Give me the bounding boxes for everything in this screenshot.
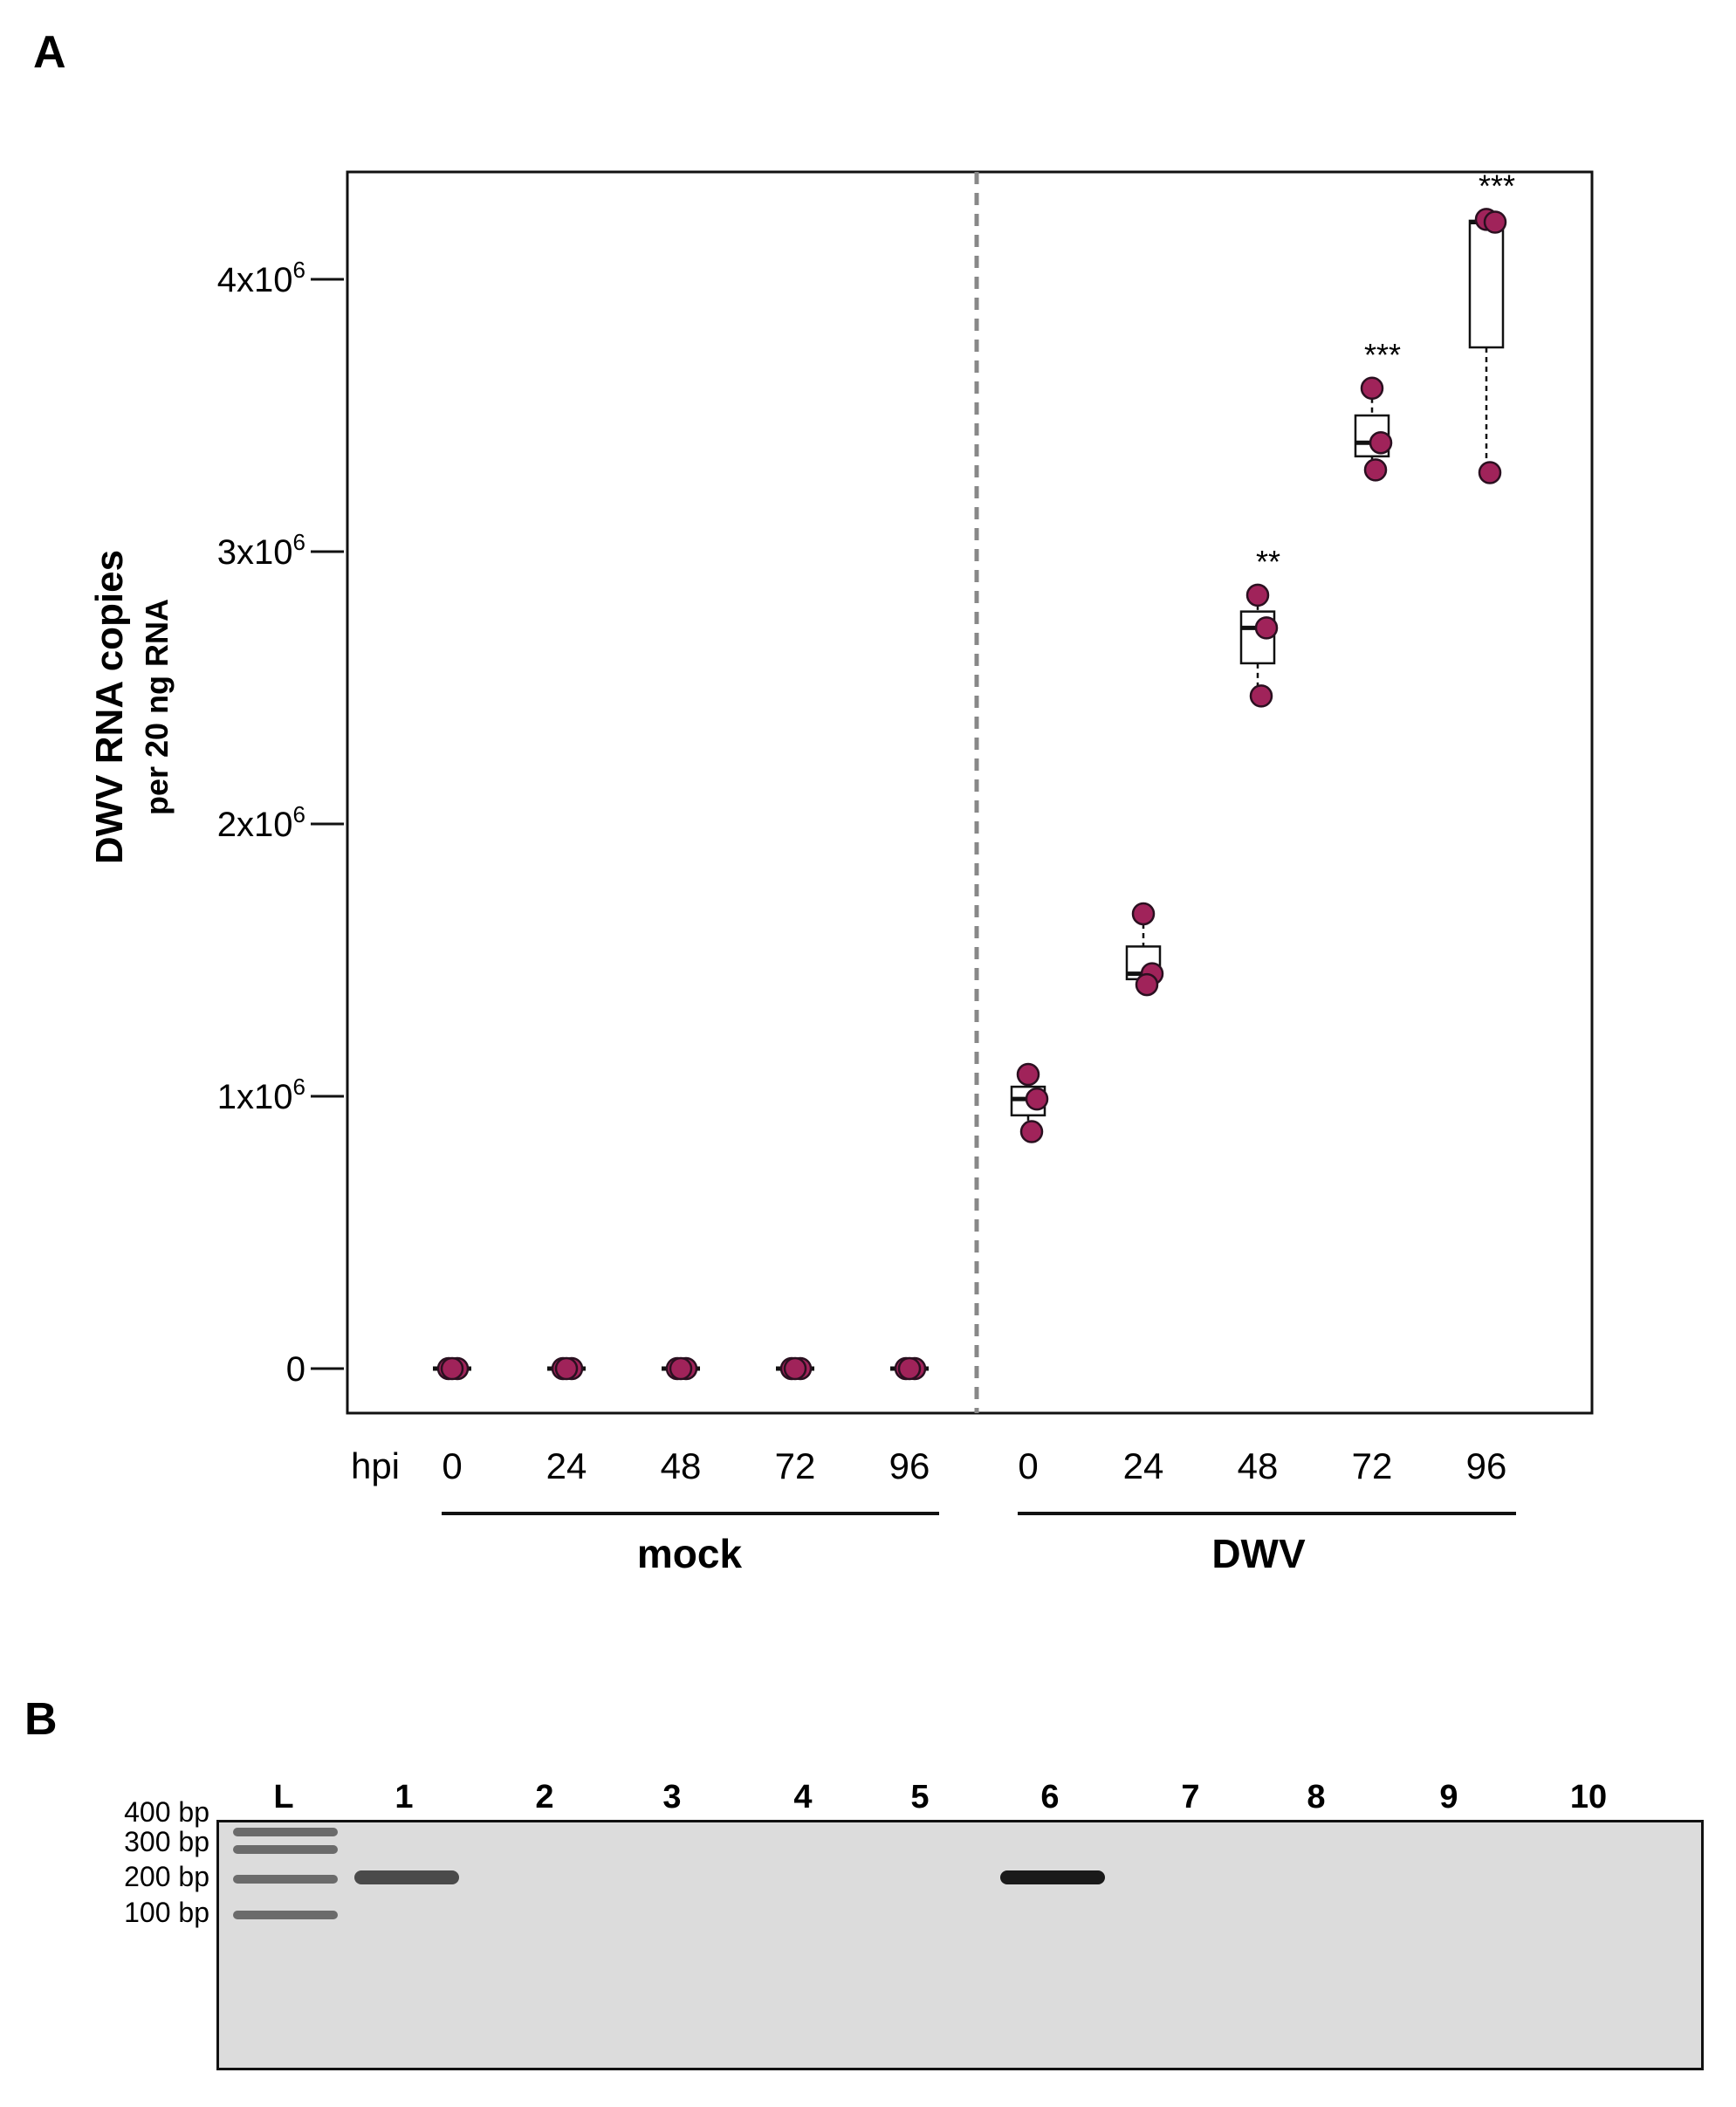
gel-lane-label: 9 xyxy=(1439,1779,1458,1815)
x-tick-label: 48 xyxy=(661,1445,702,1486)
y-tick-label: 0 xyxy=(286,1350,305,1389)
gel-lane-label: 1 xyxy=(395,1779,414,1815)
gel-image xyxy=(216,1820,1704,2070)
data-point xyxy=(1249,684,1273,708)
x-tick-label: 24 xyxy=(546,1445,587,1486)
data-point xyxy=(1245,583,1270,607)
ladder-band xyxy=(233,1828,338,1836)
x-tick-label: 96 xyxy=(889,1445,930,1486)
data-point xyxy=(1025,1087,1049,1111)
x-tick-label: 72 xyxy=(1352,1445,1393,1486)
group-label-mock: mock xyxy=(637,1531,743,1576)
ladder-band xyxy=(233,1911,338,1919)
data-point xyxy=(1131,902,1156,926)
gel-lane-label: 10 xyxy=(1569,1779,1608,1815)
data-point xyxy=(1483,210,1507,234)
data-point xyxy=(1016,1062,1040,1087)
sample-band xyxy=(354,1870,459,1884)
y-axis-title: DWV RNA copies xyxy=(88,550,131,864)
gel-lane-label: 5 xyxy=(910,1779,930,1815)
data-point xyxy=(1478,461,1502,484)
ladder-band xyxy=(233,1845,338,1854)
ladder-band xyxy=(233,1875,338,1884)
y-tick-label: 4x106 xyxy=(217,257,305,299)
gel-lane-label: 3 xyxy=(662,1779,682,1815)
group-label-dwv: DWV xyxy=(1211,1531,1306,1576)
gel-size-label: 400 bp xyxy=(124,1796,209,1828)
gel-size-label: 200 bp xyxy=(124,1861,209,1892)
panel-a-label: A xyxy=(33,27,66,78)
gel-lane-label: L xyxy=(273,1779,294,1815)
data-point xyxy=(440,1356,464,1381)
significance-label: *** xyxy=(1479,168,1515,203)
data-point xyxy=(1360,376,1384,401)
data-point xyxy=(1254,616,1279,640)
data-point xyxy=(1369,430,1393,455)
gel-lane-label: 4 xyxy=(793,1779,813,1815)
data-point xyxy=(669,1356,693,1381)
data-point xyxy=(1135,972,1159,997)
panel-b-label: B xyxy=(24,1694,58,1745)
box-plot-chart: DWV RNA copies per 20 ng RNA 0 1x106 2x106… xyxy=(88,168,1594,1576)
x-tick-label: 72 xyxy=(775,1445,816,1486)
gel-lane-label: 8 xyxy=(1307,1779,1326,1815)
gel-lane-label: 7 xyxy=(1181,1779,1200,1815)
significance-label: *** xyxy=(1364,337,1401,373)
plot-frame xyxy=(346,170,1594,1415)
gel-size-label: 100 bp xyxy=(124,1897,209,1928)
x-tick-label: 48 xyxy=(1238,1445,1279,1486)
data-point xyxy=(897,1356,922,1381)
y-tick-label: 1x106 xyxy=(217,1074,305,1116)
x-tick-label: 24 xyxy=(1123,1445,1164,1486)
x-tick-label: 0 xyxy=(1018,1445,1038,1486)
sample-band xyxy=(1000,1870,1105,1884)
y-tick-label: 2x106 xyxy=(217,801,305,844)
gel-size-label: 300 bp xyxy=(124,1826,209,1857)
box-iqr xyxy=(1468,219,1505,349)
gel-lane-label: 2 xyxy=(535,1779,554,1815)
y-axis-subtitle: per 20 ng RNA xyxy=(139,599,175,815)
data-point xyxy=(783,1356,807,1381)
data-point xyxy=(1019,1120,1044,1143)
significance-label: ** xyxy=(1256,544,1280,580)
data-point xyxy=(1363,458,1388,482)
gel-lane-label: 6 xyxy=(1040,1779,1060,1815)
x-axis-prefix: hpi xyxy=(351,1445,400,1486)
y-tick-label: 3x106 xyxy=(217,529,305,572)
x-tick-label: 96 xyxy=(1466,1445,1507,1486)
x-tick-label: 0 xyxy=(442,1445,462,1486)
data-point xyxy=(554,1356,579,1381)
